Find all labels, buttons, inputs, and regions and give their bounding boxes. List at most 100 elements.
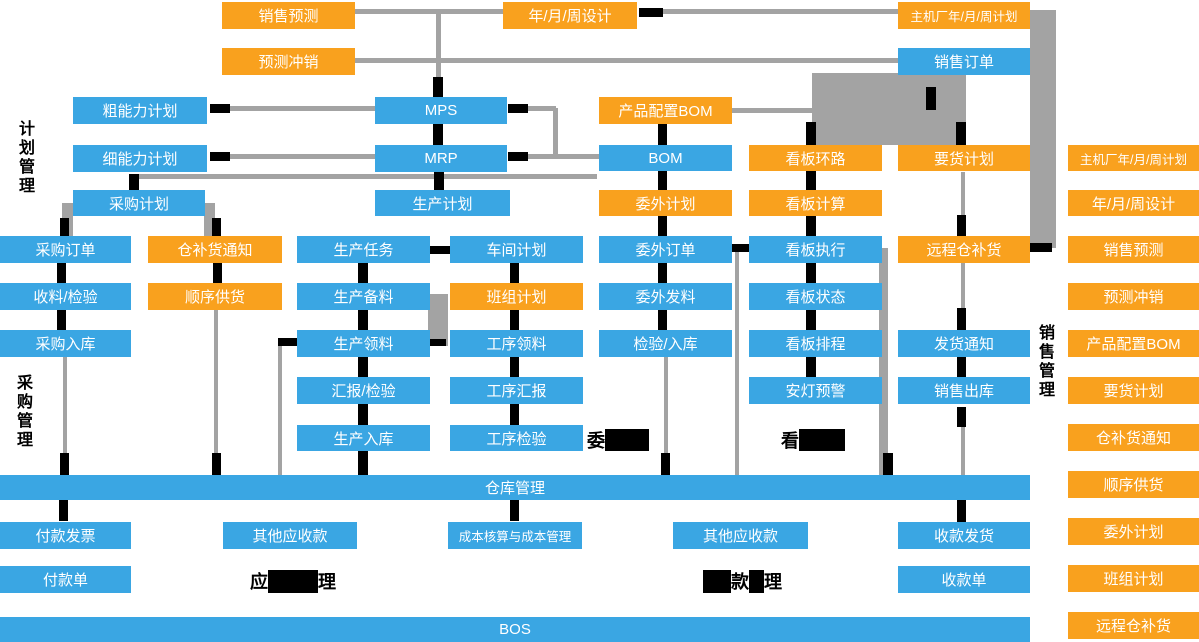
shipping-notice-box[interactable]: 发货通知 xyxy=(898,330,1030,357)
connector-node xyxy=(129,174,139,190)
connector-node xyxy=(60,453,69,475)
connector-node xyxy=(358,357,368,377)
connector-line xyxy=(879,248,888,475)
connector-line xyxy=(664,357,668,475)
connector-node xyxy=(59,500,68,521)
receivable-management-label: 款理 xyxy=(703,568,782,594)
sidebar-product-config-bom-box[interactable]: 产品配置BOM xyxy=(1068,330,1199,357)
redaction-bar xyxy=(749,569,764,593)
connector-line xyxy=(436,9,441,97)
sidebar-outsourcing-plan-box[interactable]: 委外计划 xyxy=(1068,518,1199,545)
purchase-inbound-box[interactable]: 采购入库 xyxy=(0,330,131,357)
sidebar-team-plan-box[interactable]: 班组计划 xyxy=(1068,565,1199,592)
connector-node xyxy=(957,500,966,522)
connector-node xyxy=(658,310,667,330)
sidebar-remote-warehouse-replenish-box[interactable]: 远程仓补货 xyxy=(1068,612,1199,639)
outsourcing-order-box[interactable]: 委外订单 xyxy=(599,236,732,263)
purchase-plan-box[interactable]: 采购计划 xyxy=(73,190,205,216)
sidebar-forecast-offset-box[interactable]: 预测冲销 xyxy=(1068,283,1199,310)
payable-management-label: 应理 xyxy=(250,568,336,594)
collection-shipping-box[interactable]: 收款发货 xyxy=(898,522,1030,549)
sidebar-year-month-week-design-box[interactable]: 年/月/周设计 xyxy=(1068,190,1199,216)
kanban-status-box[interactable]: 看板状态 xyxy=(749,283,882,310)
sales-forecast-box[interactable]: 销售预测 xyxy=(222,2,355,29)
connector-node xyxy=(213,263,222,283)
workshop-plan-box[interactable]: 车间计划 xyxy=(450,236,583,263)
process-report-box[interactable]: 工序汇报 xyxy=(450,377,583,404)
connector-node xyxy=(732,244,752,252)
sales-order-box[interactable]: 销售订单 xyxy=(898,48,1030,75)
bom-box[interactable]: BOM xyxy=(599,145,732,171)
sales-outbound-box[interactable]: 销售出库 xyxy=(898,377,1030,404)
production-plan-box[interactable]: 生产计划 xyxy=(375,190,510,216)
kanban-execution-box[interactable]: 看板执行 xyxy=(749,236,882,263)
purchase-management-label: 采购管理 xyxy=(14,374,31,450)
connector-node xyxy=(883,453,893,475)
sidebar-delivery-request-plan-box[interactable]: 要货计划 xyxy=(1068,377,1199,404)
remote-warehouse-replenish-box[interactable]: 远程仓补货 xyxy=(898,236,1030,263)
delivery-request-plan-box[interactable]: 要货计划 xyxy=(898,145,1030,171)
production-picking-box[interactable]: 生产领料 xyxy=(297,330,430,357)
process-inspection-box[interactable]: 工序检验 xyxy=(450,425,583,451)
mps-box[interactable]: MPS xyxy=(375,97,507,124)
receipt-slip-box[interactable]: 收款单 xyxy=(898,566,1030,593)
team-plan-box[interactable]: 班组计划 xyxy=(450,283,583,310)
forecast-offset-box[interactable]: 预测冲销 xyxy=(222,48,355,75)
product-config-bom-box[interactable]: 产品配置BOM xyxy=(599,97,732,124)
detailed-capacity-plan-box[interactable]: 细能力计划 xyxy=(73,145,207,172)
connector-line xyxy=(355,9,503,14)
sidebar-sales-forecast-box[interactable]: 销售预测 xyxy=(1068,236,1199,263)
rough-capacity-plan-box[interactable]: 粗能力计划 xyxy=(73,97,207,124)
sequential-supply-box[interactable]: 顺序供货 xyxy=(148,283,282,310)
connector-line xyxy=(662,9,898,14)
connector-line xyxy=(528,154,599,159)
payment-slip-box[interactable]: 付款单 xyxy=(0,566,131,593)
sidebar-warehouse-replenish-notice-box[interactable]: 仓补货通知 xyxy=(1068,424,1199,451)
connector-line xyxy=(735,252,739,475)
other-receivables-left-box[interactable]: 其他应收款 xyxy=(223,522,357,549)
connector-line xyxy=(355,58,898,63)
payment-invoice-box[interactable]: 付款发票 xyxy=(0,522,131,549)
connector-node xyxy=(806,169,816,190)
connector-node xyxy=(957,407,966,427)
production-task-box[interactable]: 生产任务 xyxy=(297,236,430,263)
receiving-inspection-box[interactable]: 收料/检验 xyxy=(0,283,131,310)
other-receivables-right-box[interactable]: 其他应收款 xyxy=(673,522,808,549)
connector-line xyxy=(214,310,218,475)
outsourcing-plan-box[interactable]: 委外计划 xyxy=(599,190,732,216)
year-month-week-design-box[interactable]: 年/月/周设计 xyxy=(503,2,637,29)
kanban-loop-box[interactable]: 看板环路 xyxy=(749,145,882,171)
connector-line xyxy=(228,106,375,111)
connector-node xyxy=(430,246,452,254)
outsourcing-material-issue-box[interactable]: 委外发料 xyxy=(599,283,732,310)
production-material-prep-box[interactable]: 生产备料 xyxy=(297,283,430,310)
connector-line xyxy=(961,427,965,475)
warehouse-replenish-notice-box[interactable]: 仓补货通知 xyxy=(148,236,282,263)
kanban-scheduling-box[interactable]: 看板排程 xyxy=(749,330,882,357)
connector-node xyxy=(358,451,368,475)
connector-node xyxy=(510,357,519,377)
warehouse-management-bar[interactable]: 仓库管理 xyxy=(0,475,1030,500)
cost-accounting-management-box[interactable]: 成本核算与成本管理 xyxy=(448,522,582,549)
production-inbound-box[interactable]: 生产入库 xyxy=(297,425,430,451)
sidebar-oem-year-month-week-plan-box[interactable]: 主机厂年/月/周计划 xyxy=(1068,145,1199,171)
connector-node xyxy=(57,263,66,283)
plan-management-label: 计划管理 xyxy=(16,120,33,196)
connector-node xyxy=(658,215,667,236)
glitch-label-text: 应 xyxy=(250,572,268,592)
report-inspection-box[interactable]: 汇报/检验 xyxy=(297,377,430,404)
oem-year-month-week-plan-box[interactable]: 主机厂年/月/周计划 xyxy=(898,2,1030,29)
connector-node xyxy=(433,77,443,97)
connector-node xyxy=(212,453,221,475)
connector-node xyxy=(434,169,444,190)
andon-warning-box[interactable]: 安灯预警 xyxy=(749,377,882,404)
kanban-calculation-box[interactable]: 看板计算 xyxy=(749,190,882,216)
mrp-box[interactable]: MRP xyxy=(375,145,507,172)
inspection-inbound-box[interactable]: 检验/入库 xyxy=(599,330,732,357)
bos-bar[interactable]: BOS xyxy=(0,617,1030,642)
sidebar-sequential-supply-box[interactable]: 顺序供货 xyxy=(1068,471,1199,498)
process-picking-box[interactable]: 工序领料 xyxy=(450,330,583,357)
connector-node xyxy=(926,87,936,110)
purchase-order-box[interactable]: 采购订单 xyxy=(0,236,131,263)
